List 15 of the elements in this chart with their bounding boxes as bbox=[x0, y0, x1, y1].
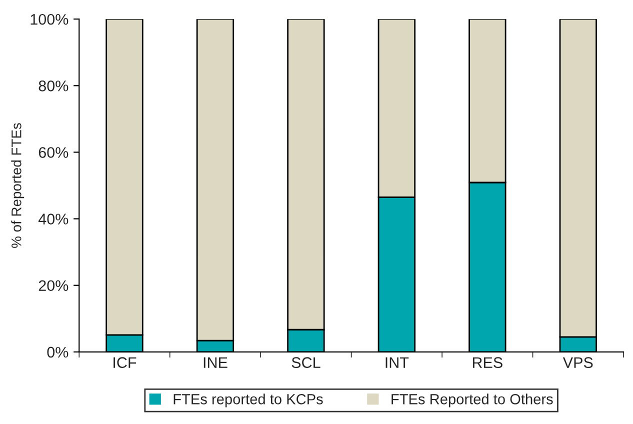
x-tick-label: VPS bbox=[562, 357, 593, 368]
y-tick-label: 0% bbox=[47, 346, 68, 358]
x-tick-label: SCL bbox=[292, 357, 320, 368]
legend-label: FTEs Reported to Others bbox=[392, 394, 553, 408]
y-axis-title: % of Reported FTEs bbox=[11, 123, 24, 248]
y-tick-label: 40% bbox=[38, 214, 68, 224]
x-tick-label: RES bbox=[472, 357, 502, 368]
x-tick-label: INT bbox=[386, 357, 409, 368]
y-tick-label: 80% bbox=[38, 80, 68, 92]
y-tick-label: 20% bbox=[38, 280, 68, 292]
legend-label: FTEs reported to KCPs bbox=[174, 394, 323, 408]
y-tick-label: 60% bbox=[38, 147, 68, 158]
x-tick-label: ICF bbox=[114, 357, 136, 368]
y-tick-label: 100% bbox=[30, 14, 68, 25]
x-tick-label: INE bbox=[204, 357, 228, 368]
